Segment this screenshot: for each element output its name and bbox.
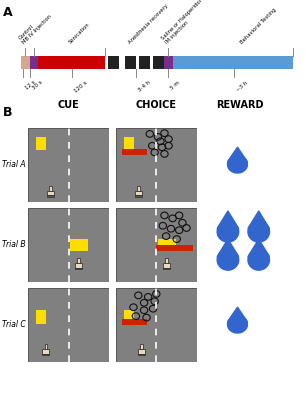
Bar: [47, 195, 54, 197]
Bar: [122, 319, 147, 325]
Polygon shape: [217, 221, 239, 242]
Text: Anesthesia recovery: Anesthesia recovery: [127, 4, 169, 45]
Bar: [36, 310, 47, 324]
Polygon shape: [217, 239, 239, 257]
Bar: [122, 150, 147, 155]
Bar: [153, 56, 164, 69]
Bar: [140, 344, 143, 349]
Bar: [163, 263, 169, 268]
Bar: [124, 137, 134, 150]
Text: Trial C: Trial C: [2, 320, 25, 329]
Text: ~3 h: ~3 h: [236, 80, 249, 92]
Text: Trial A: Trial A: [2, 160, 25, 169]
Polygon shape: [217, 211, 239, 228]
Bar: [172, 56, 293, 69]
Polygon shape: [248, 211, 270, 228]
Bar: [30, 56, 38, 69]
Polygon shape: [228, 316, 247, 333]
Text: Control
MB IV Injection: Control MB IV Injection: [18, 10, 53, 45]
Text: B: B: [3, 106, 13, 119]
Bar: [42, 349, 49, 354]
Polygon shape: [228, 156, 247, 173]
Bar: [137, 186, 140, 191]
Bar: [38, 56, 105, 69]
Bar: [124, 310, 134, 324]
Bar: [70, 239, 88, 251]
Bar: [125, 56, 136, 69]
Bar: [21, 56, 30, 69]
Bar: [44, 344, 47, 349]
Text: CUE: CUE: [58, 100, 79, 110]
Bar: [156, 245, 193, 251]
Bar: [36, 137, 47, 150]
Bar: [164, 56, 172, 69]
Bar: [75, 268, 82, 270]
Text: Saline or Haloperidol
IM injection: Saline or Haloperidol IM injection: [161, 0, 207, 45]
Bar: [163, 268, 169, 270]
Polygon shape: [248, 250, 270, 270]
Bar: [47, 191, 54, 196]
Bar: [77, 258, 80, 263]
Bar: [108, 56, 120, 69]
Text: A: A: [3, 6, 13, 19]
Polygon shape: [217, 250, 239, 270]
Bar: [75, 263, 82, 268]
Text: Trial B: Trial B: [2, 240, 25, 249]
Text: REWARD: REWARD: [217, 100, 264, 110]
Text: 120 s: 120 s: [73, 80, 88, 94]
Text: Behavioral Testing: Behavioral Testing: [239, 7, 277, 45]
Polygon shape: [228, 147, 247, 162]
Bar: [138, 349, 145, 354]
Bar: [135, 195, 142, 197]
Bar: [42, 354, 49, 355]
Polygon shape: [248, 239, 270, 257]
Text: 12 s: 12 s: [24, 80, 36, 91]
Polygon shape: [228, 307, 247, 322]
Text: 30 s: 30 s: [31, 80, 43, 91]
Text: 3-4 h: 3-4 h: [138, 80, 152, 93]
Text: 5 m: 5 m: [170, 80, 181, 91]
Bar: [135, 191, 142, 196]
Bar: [138, 354, 145, 355]
Bar: [165, 258, 168, 263]
Bar: [158, 239, 176, 251]
Bar: [139, 56, 150, 69]
Text: Sonication: Sonication: [68, 22, 91, 45]
Bar: [49, 186, 52, 191]
Text: CHOICE: CHOICE: [136, 100, 177, 110]
Polygon shape: [248, 221, 270, 242]
